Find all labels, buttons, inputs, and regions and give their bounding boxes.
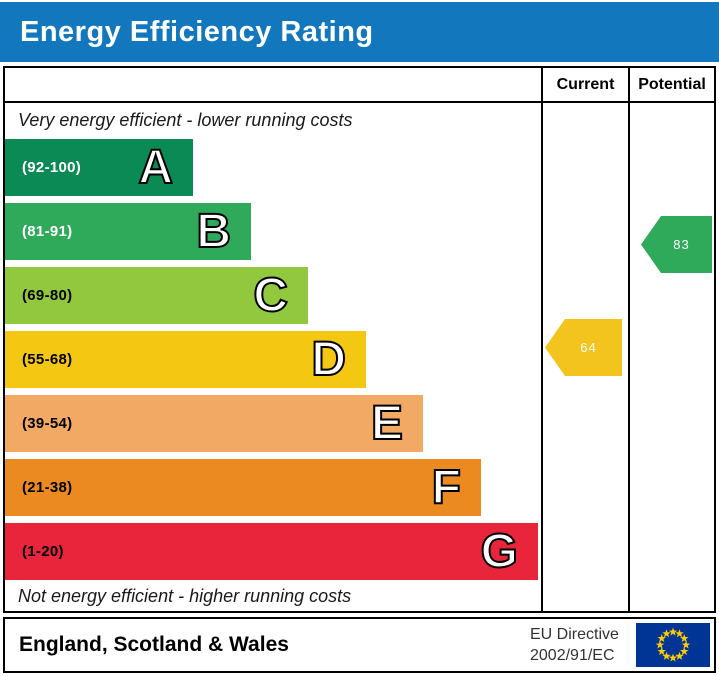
current-rating-value: 64 — [580, 340, 597, 355]
footer: England, Scotland & Wales EU Directive 2… — [3, 617, 716, 673]
current-rating-arrow: 64 — [545, 319, 622, 376]
current-column-header: Current — [556, 75, 615, 93]
band-C: (69-80) C — [5, 267, 308, 324]
band-range-label: (21-38) — [22, 479, 73, 496]
header-divider — [5, 101, 714, 103]
region-label: England, Scotland & Wales — [19, 633, 289, 656]
band-B: (81-91) B — [5, 203, 251, 260]
band-letter: C — [252, 268, 289, 323]
band-letter: E — [370, 396, 404, 451]
column-divider-current — [541, 68, 543, 611]
potential-rating-value: 83 — [673, 237, 690, 252]
band-range-label: (81-91) — [22, 223, 73, 240]
band-D: (55-68) D — [5, 331, 366, 388]
eu-directive-label: EU Directive 2002/91/EC — [530, 624, 619, 666]
bottom-note: Not energy efficient - higher running co… — [18, 586, 352, 606]
top-note: Very energy efficient - lower running co… — [18, 110, 353, 130]
eu-directive-line2: 2002/91/EC — [530, 647, 615, 664]
rating-table: Current Potential Very energy efficient … — [3, 66, 716, 613]
band-letter: B — [195, 204, 232, 259]
band-F: (21-38) F — [5, 459, 481, 516]
band-range-label: (39-54) — [22, 415, 73, 432]
band-E: (39-54) E — [5, 395, 423, 452]
band-letter: A — [137, 140, 174, 195]
band-letter: D — [310, 332, 347, 387]
title-banner: Energy Efficiency Rating — [0, 2, 719, 62]
band-range-label: (1-20) — [22, 543, 64, 560]
potential-rating-arrow: 83 — [641, 216, 712, 273]
column-divider-potential — [628, 68, 630, 611]
band-range-label: (69-80) — [22, 287, 73, 304]
page-title: Energy Efficiency Rating — [20, 15, 374, 48]
potential-column-header: Potential — [638, 75, 706, 93]
band-A: (92-100) A — [5, 139, 193, 196]
eu-directive-line1: EU Directive — [530, 626, 619, 643]
band-range-label: (92-100) — [22, 159, 82, 176]
band-letter: F — [431, 460, 462, 515]
eu-flag-icon — [636, 623, 710, 667]
band-range-label: (55-68) — [22, 351, 73, 368]
band-G: (1-20) G — [5, 523, 538, 580]
band-letter: G — [480, 524, 519, 579]
